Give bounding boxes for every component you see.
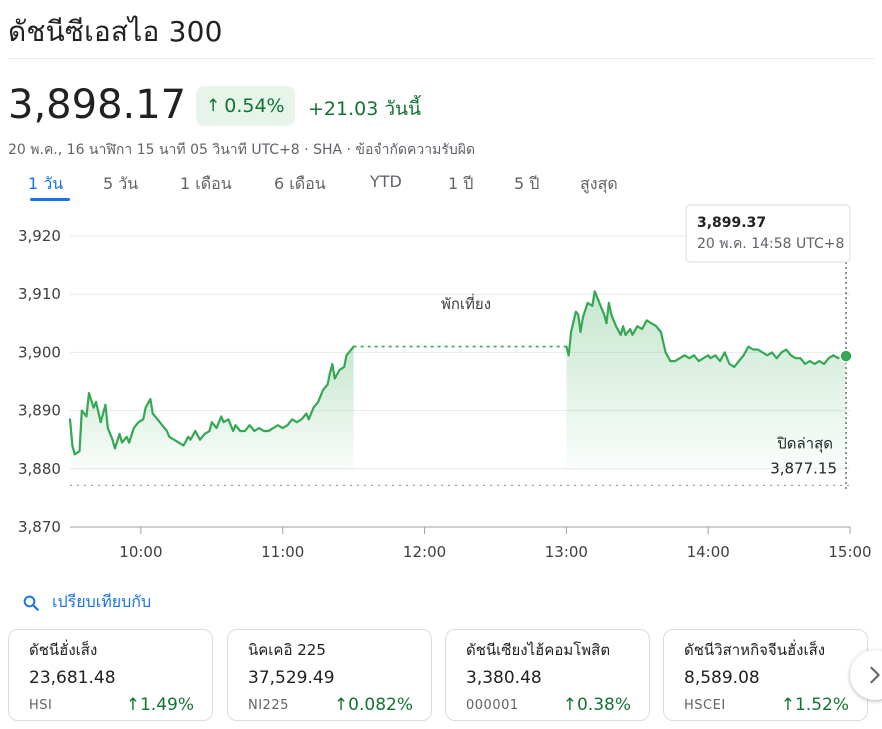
y-tick-label: 3,880 xyxy=(18,460,61,478)
hover-point xyxy=(839,349,853,363)
compare-label: เปรียบเทียบกับ xyxy=(52,592,152,611)
card-change: ↑0.082% xyxy=(334,695,413,715)
card-ticker: HSI xyxy=(29,698,53,713)
arrow-up-icon: ↑ xyxy=(562,695,577,715)
compare-button[interactable]: เปรียบเทียบกับ xyxy=(22,590,151,615)
chevron-right-icon xyxy=(870,666,880,684)
arrow-up-icon: ↑ xyxy=(125,695,140,715)
arrow-up-icon: ↑ xyxy=(333,695,349,715)
card-change-value: 0.082% xyxy=(348,695,413,715)
card-value: 23,681.48 xyxy=(29,668,116,688)
y-tick-label: 3,890 xyxy=(18,402,61,420)
chart-tooltip: 3,899.37 20 พ.ค. 14:58 UTC+8 xyxy=(685,204,851,263)
related-card-hsi[interactable]: ดัชนีฮั่งเส็ง 23,681.48 HSI ↑1.49% xyxy=(8,629,213,721)
current-price: 3,898.17 xyxy=(8,82,187,128)
card-ticker: HSCEI xyxy=(684,698,726,713)
y-tick-label: 3,900 xyxy=(18,343,61,361)
tab-ytd[interactable]: YTD xyxy=(370,172,402,191)
card-change: ↑0.38% xyxy=(563,695,631,715)
card-ticker: 000001 xyxy=(466,698,519,713)
related-card-000001[interactable]: ดัชนีเซียงไฮ้คอมโพสิต 3,380.48 000001 ↑0… xyxy=(445,629,650,721)
x-tick-label: 11:00 xyxy=(261,543,304,561)
lunch-break-label: พักเที่ยง xyxy=(441,293,491,313)
tab-1-day[interactable]: 1 วัน xyxy=(28,174,64,193)
header-divider xyxy=(8,58,874,59)
related-card-ni225[interactable]: นิคเคอิ 225 37,529.49 NI225 ↑0.082% xyxy=(227,629,432,721)
related-card-hscei[interactable]: ดัชนีวิสาหกิจจีนฮั่งเส็ง 8,589.08 HSCEI … xyxy=(663,629,868,721)
page-title: ดัชนีซีเอสไอ 300 xyxy=(8,15,223,48)
tab-max[interactable]: สูงสุด xyxy=(580,174,618,193)
tooltip-time: 20 พ.ค. 14:58 UTC+8 xyxy=(697,236,844,252)
arrow-up-icon: ↑ xyxy=(206,96,221,116)
active-tab-indicator xyxy=(30,198,70,201)
card-value: 8,589.08 xyxy=(684,668,760,688)
y-tick-label: 3,870 xyxy=(18,518,61,536)
card-name: ดัชนีฮั่งเส็ง xyxy=(29,641,98,659)
change-absolute: +21.03 วันนี้ xyxy=(308,98,421,120)
x-tick-label: 12:00 xyxy=(403,543,446,561)
x-tick-label: 14:00 xyxy=(687,543,730,561)
tab-6-months[interactable]: 6 เดือน xyxy=(274,174,326,193)
change-percent-badge: ↑ 0.54% xyxy=(196,86,295,126)
series-area-fill xyxy=(566,291,846,471)
card-change-value: 0.38% xyxy=(576,695,631,715)
tab-1-month[interactable]: 1 เดือน xyxy=(180,174,232,193)
tooltip-value: 3,899.37 xyxy=(697,215,766,231)
y-tick-label: 3,920 xyxy=(18,227,61,245)
price-chart[interactable]: 3,920 3,910 3,900 3,890 3,880 3,870 10:00 11:00… xyxy=(0,200,882,572)
card-name: ดัชนีเซียงไฮ้คอมโพสิต xyxy=(466,641,611,659)
card-change-value: 1.52% xyxy=(794,695,849,715)
card-change-value: 1.49% xyxy=(139,695,194,715)
card-name: ดัชนีวิสาหกิจจีนฮั่งเส็ง xyxy=(684,641,826,659)
y-tick-label: 3,910 xyxy=(18,285,61,303)
x-tick-label: 15:00 xyxy=(828,543,871,561)
timestamp-meta: 20 พ.ค., 16 นาฬิกา 15 นาที 05 วินาที UTC… xyxy=(8,142,476,158)
card-name: นิคเคอิ 225 xyxy=(248,641,326,659)
search-icon xyxy=(23,595,39,611)
change-percent: 0.54% xyxy=(224,95,285,117)
tab-5-years[interactable]: 5 ปี xyxy=(514,174,540,193)
card-ticker: NI225 xyxy=(248,698,289,713)
series-line xyxy=(68,345,355,456)
card-change: ↑1.52% xyxy=(781,695,849,715)
tooltip-box xyxy=(685,204,851,263)
arrow-up-icon: ↑ xyxy=(780,695,795,715)
series-line xyxy=(565,290,847,368)
card-change: ↑1.49% xyxy=(126,695,194,715)
series-area-fill xyxy=(70,346,354,471)
tab-5-days[interactable]: 5 วัน xyxy=(103,174,139,193)
tab-1-year[interactable]: 1 ปี xyxy=(448,174,474,193)
x-tick-label: 10:00 xyxy=(119,543,162,561)
card-value: 3,380.48 xyxy=(466,668,542,688)
card-value: 37,529.49 xyxy=(248,668,335,688)
x-tick-label: 13:00 xyxy=(545,543,588,561)
